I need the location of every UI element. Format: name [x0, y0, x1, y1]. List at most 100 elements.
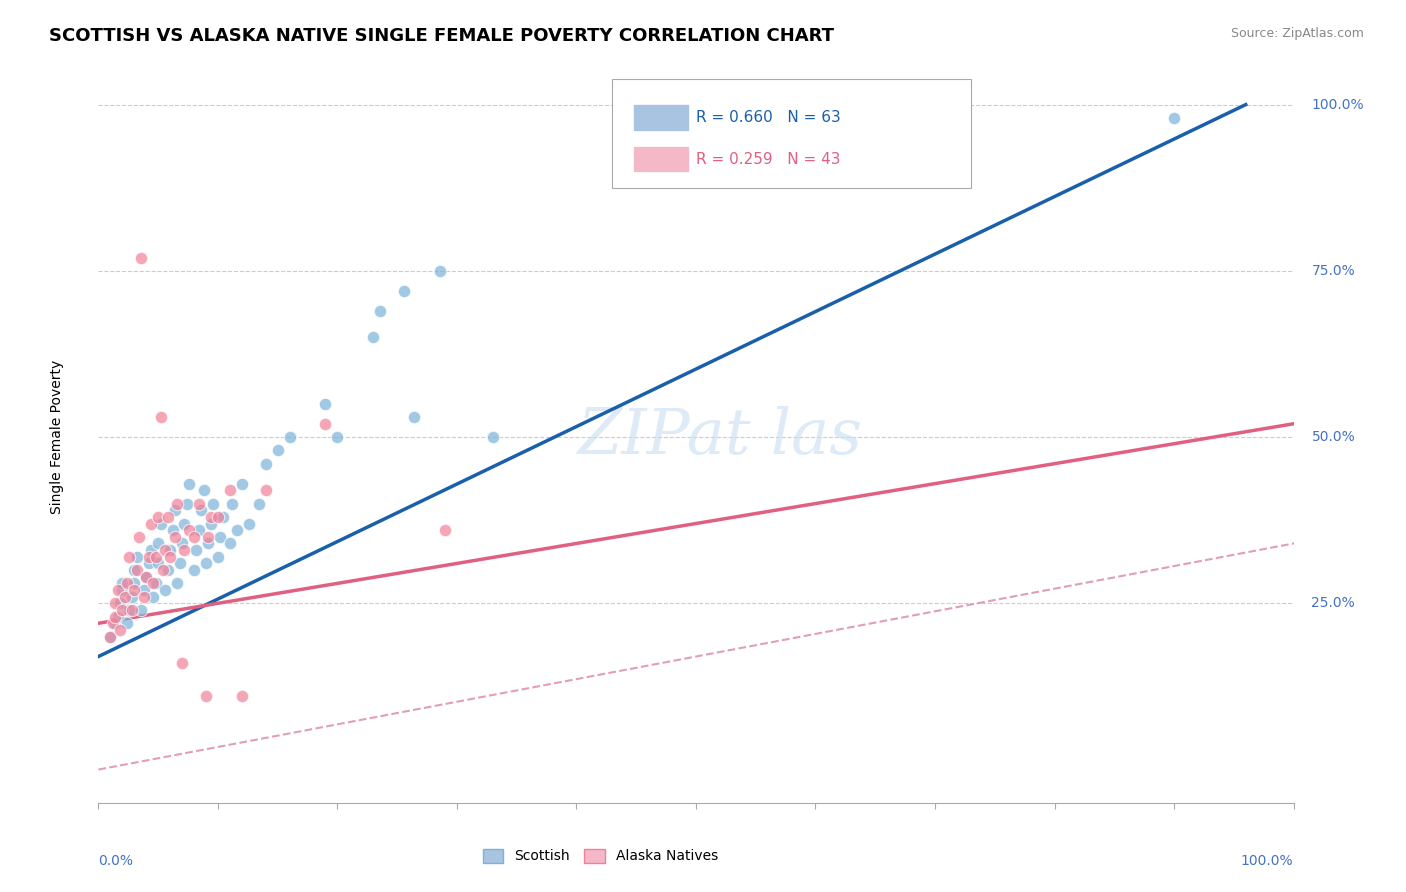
Point: [107, 582, 129, 597]
Point: [166, 576, 188, 591]
Point: [179, 476, 201, 491]
Point: [434, 523, 457, 537]
Point: [481, 430, 505, 444]
Point: [278, 430, 301, 444]
Point: [402, 410, 425, 425]
Point: [209, 530, 232, 544]
Point: [211, 509, 233, 524]
Point: [163, 530, 186, 544]
Point: [128, 530, 150, 544]
Point: [104, 596, 127, 610]
Point: [159, 543, 181, 558]
Point: [139, 516, 162, 531]
Point: [162, 523, 184, 537]
Point: [131, 603, 153, 617]
Point: [124, 582, 146, 597]
Point: [145, 576, 167, 591]
Point: [118, 603, 141, 617]
Text: 100.0%: 100.0%: [1241, 854, 1294, 868]
Text: Source: ZipAtlas.com: Source: ZipAtlas.com: [1230, 27, 1364, 40]
Text: R = 0.259   N = 43: R = 0.259 N = 43: [696, 153, 841, 167]
Point: [104, 609, 127, 624]
Point: [125, 549, 148, 564]
Point: [183, 530, 205, 544]
Point: [226, 523, 249, 537]
Point: [148, 509, 170, 524]
Point: [125, 563, 148, 577]
Point: [131, 251, 153, 265]
Point: [152, 563, 174, 577]
Point: [238, 516, 260, 531]
Point: [138, 549, 160, 564]
Text: 50.0%: 50.0%: [1312, 430, 1355, 444]
Point: [145, 549, 167, 564]
Point: [111, 603, 134, 617]
Point: [1163, 111, 1185, 125]
Point: [315, 417, 337, 431]
Point: [195, 690, 218, 704]
Text: Single Female Poverty: Single Female Poverty: [49, 360, 63, 514]
Point: [121, 590, 143, 604]
Point: [124, 563, 146, 577]
Bar: [634, 147, 688, 171]
Point: [315, 397, 337, 411]
Point: [142, 590, 165, 604]
Point: [267, 443, 290, 458]
Point: [111, 582, 134, 597]
Point: [231, 476, 253, 491]
Point: [193, 483, 215, 498]
Point: [114, 590, 136, 604]
Point: [172, 656, 194, 670]
Point: [169, 557, 191, 571]
Point: [148, 557, 170, 571]
Point: [142, 576, 165, 591]
Point: [121, 603, 143, 617]
Point: [98, 630, 122, 644]
Point: [118, 549, 141, 564]
Point: [179, 523, 201, 537]
Point: [115, 576, 138, 591]
Point: [138, 557, 160, 571]
Point: [111, 576, 134, 591]
Point: [163, 503, 186, 517]
Text: R = 0.660   N = 63: R = 0.660 N = 63: [696, 111, 841, 126]
Point: [172, 536, 194, 550]
Point: [124, 576, 146, 591]
Point: [159, 549, 181, 564]
Point: [173, 543, 195, 558]
Point: [98, 630, 122, 644]
Point: [195, 557, 218, 571]
Point: [149, 516, 172, 531]
Point: [254, 457, 277, 471]
Point: [231, 690, 253, 704]
Point: [187, 523, 209, 537]
Text: 75.0%: 75.0%: [1312, 264, 1355, 277]
Point: [247, 497, 270, 511]
Point: [370, 303, 392, 318]
Text: 0.0%: 0.0%: [98, 854, 134, 868]
Point: [219, 536, 242, 550]
Point: [207, 549, 229, 564]
Point: [101, 616, 124, 631]
Point: [108, 623, 131, 637]
Point: [155, 582, 177, 597]
Point: [197, 536, 219, 550]
Point: [104, 616, 127, 631]
Point: [186, 543, 208, 558]
Point: [363, 330, 385, 344]
Point: [202, 497, 225, 511]
Point: [221, 497, 243, 511]
Point: [183, 563, 205, 577]
Point: [107, 609, 129, 624]
Point: [173, 516, 195, 531]
Text: 25.0%: 25.0%: [1312, 597, 1355, 610]
Point: [326, 430, 349, 444]
Point: [187, 497, 209, 511]
Point: [394, 284, 416, 298]
Point: [200, 509, 222, 524]
Point: [132, 582, 155, 597]
Text: ZIPat las: ZIPat las: [578, 406, 862, 468]
Text: 100.0%: 100.0%: [1312, 97, 1364, 112]
Point: [190, 503, 212, 517]
Point: [176, 497, 198, 511]
